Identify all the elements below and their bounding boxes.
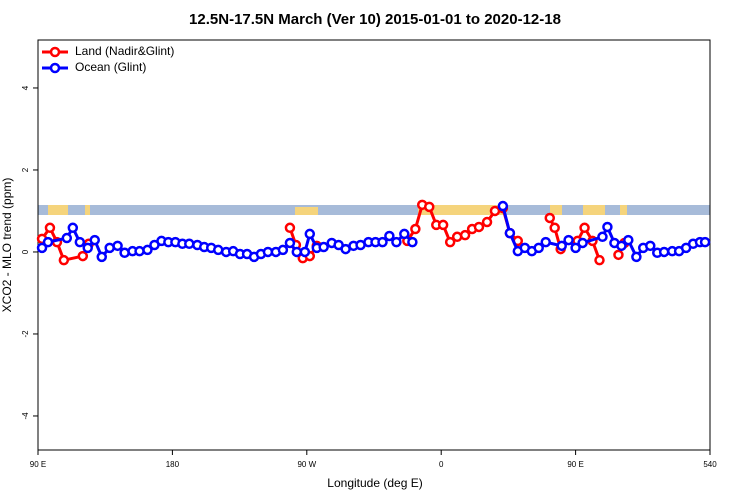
data-point (67, 222, 79, 234)
data-point (645, 240, 656, 252)
data-point (74, 236, 86, 248)
data-point (89, 234, 100, 246)
chart-title: 12.5N-17.5N March (Ver 10) 2015-01-01 to… (189, 11, 561, 28)
data-point (82, 242, 93, 254)
data-point (623, 234, 634, 246)
data-point (299, 246, 311, 258)
x-tick-label: 0 (439, 460, 444, 469)
data-point (616, 240, 627, 252)
data-point (540, 236, 551, 248)
data-point (658, 246, 670, 258)
data-point (577, 237, 588, 249)
data-point (699, 236, 711, 248)
data-point (563, 234, 574, 246)
data-point (602, 221, 613, 233)
data-point (36, 242, 48, 254)
data-point (304, 228, 316, 240)
data-point (570, 242, 581, 254)
legend-label: Land (Nadir&Glint) (75, 44, 174, 58)
data-point (399, 228, 410, 240)
data-point (533, 242, 544, 254)
x-tick-label: 90 E (30, 460, 46, 469)
legend-label: Ocean (Glint) (75, 60, 146, 74)
x-tick-label: 90 E (567, 460, 583, 469)
data-point (410, 223, 421, 235)
y-axis-label: XCO2 - MLO trend (ppm) (0, 178, 14, 313)
data-point (544, 212, 556, 224)
data-point (377, 236, 388, 248)
data-point (44, 222, 56, 234)
data-point (284, 237, 296, 249)
data-point (497, 200, 509, 212)
y-tick-label: -2 (21, 330, 30, 338)
data-point (284, 222, 296, 234)
x-axis-label: Longitude (deg E) (327, 476, 422, 490)
data-point (594, 254, 605, 266)
legend-marker (49, 62, 61, 74)
data-point (391, 236, 402, 248)
data-point (473, 221, 485, 233)
data-point (631, 251, 642, 263)
data-point (481, 216, 493, 228)
x-tick-label: 540 (703, 460, 717, 469)
data-point (134, 245, 145, 257)
data-point (424, 201, 435, 213)
data-point (184, 238, 195, 250)
legend-marker (49, 46, 61, 58)
y-tick-label: -4 (21, 412, 30, 420)
data-point (459, 229, 471, 241)
data-point (77, 250, 89, 262)
y-tick-label: 0 (21, 249, 30, 254)
data-point (384, 230, 395, 242)
data-point (318, 241, 329, 253)
data-point (291, 246, 303, 258)
x-tick-label: 180 (166, 460, 180, 469)
data-point (597, 231, 608, 243)
y-tick-label: 2 (21, 167, 30, 172)
data-point (142, 244, 153, 256)
x-tick-label: 90 W (297, 460, 316, 469)
map-strip (38, 205, 710, 215)
data-point (42, 236, 54, 248)
y-tick-label: 4 (21, 85, 30, 90)
data-point (579, 222, 590, 234)
data-point (613, 249, 624, 261)
data-point (407, 236, 418, 248)
data-point (437, 219, 449, 231)
data-point (277, 244, 289, 256)
data-point (96, 251, 108, 263)
data-point (58, 254, 70, 266)
data-point (61, 232, 73, 244)
data-point (112, 240, 123, 252)
data-point (549, 222, 560, 234)
data-point (444, 236, 456, 248)
data-point (504, 227, 516, 239)
data-point (556, 240, 567, 252)
